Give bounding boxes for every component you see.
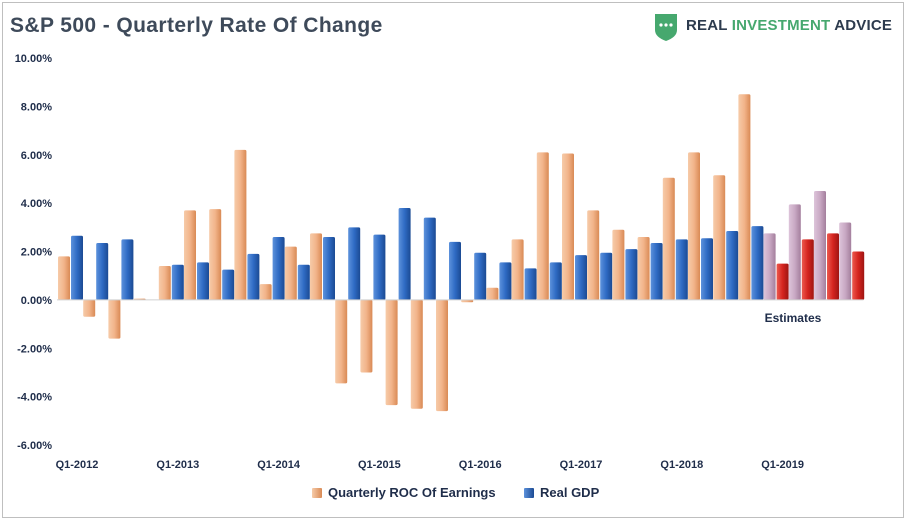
bar-gdp [474, 252, 487, 300]
bar-gdp [625, 249, 638, 300]
bar-earnings [335, 299, 348, 384]
bar-earnings [486, 287, 499, 300]
bar-gdp [524, 268, 537, 300]
bar-gdp [272, 236, 285, 300]
bar-gdp [575, 255, 587, 300]
bar-earnings [108, 299, 121, 339]
bar-gdp [827, 233, 839, 300]
shield-logo-icon [655, 14, 677, 41]
bar-gdp [171, 264, 184, 300]
legend: Quarterly ROC Of Earnings Real GDP [0, 485, 910, 505]
bar-gdp [121, 239, 134, 300]
y-tick-label: 2.00% [21, 247, 52, 259]
brand-logo: REAL INVESTMENT ADVICE [652, 12, 897, 42]
bar-gdp [222, 269, 235, 300]
bar-gdp [726, 230, 739, 300]
x-tick-label: Q1-2012 [56, 459, 99, 471]
bar-earnings [436, 299, 448, 412]
bar-earnings [310, 233, 322, 300]
bar-gdp [499, 262, 512, 300]
bar-earnings [562, 153, 574, 300]
y-tick-label: 0.00% [21, 295, 52, 307]
bar-earnings [284, 246, 297, 300]
bar-gdp [801, 239, 814, 300]
bar-earnings [184, 210, 196, 300]
bar-gdp [373, 234, 386, 300]
bar-gdp [600, 252, 613, 300]
y-tick-label: -6.00% [17, 440, 52, 452]
bar-gdp [852, 251, 865, 300]
y-tick-label: -4.00% [17, 392, 52, 404]
bar-gdp [247, 253, 260, 300]
brand-name: REAL INVESTMENT ADVICE [686, 17, 892, 34]
bar-gdp [71, 235, 83, 300]
bar-earnings [158, 266, 171, 300]
x-tick-label: Q1-2016 [459, 459, 502, 471]
bar-gdp [751, 226, 764, 300]
x-tick-label: Q1-2015 [358, 459, 401, 471]
bar-gdp [650, 243, 663, 300]
bar-gdp [348, 227, 361, 300]
bar-earnings [738, 94, 751, 300]
bar-earnings [385, 299, 398, 406]
brand-name-part3: ADVICE [830, 17, 893, 34]
bar-gdp [197, 262, 209, 300]
bar-earnings [662, 177, 675, 300]
bar-gdp [675, 239, 688, 300]
y-axis: -6.00% -4.00% -2.00% 0.00% 2.00% 4.00% 6.00% 8.… [15, 53, 53, 452]
bar-earnings [259, 284, 272, 300]
y-tick-label: 4.00% [21, 198, 52, 210]
bar-gdp [776, 263, 789, 300]
bar-earnings [612, 229, 625, 300]
bar-earnings [58, 256, 70, 300]
bar-earnings [713, 175, 726, 300]
legend-label-gdp: Real GDP [540, 485, 600, 500]
legend-swatch-gdp [524, 487, 534, 498]
estimates-annotation: Estimates [765, 311, 822, 325]
bar-earnings [410, 299, 423, 409]
bar-earnings [360, 299, 373, 373]
bar-earnings [637, 236, 650, 300]
bar-earnings [461, 299, 474, 303]
legend-label-earnings: Quarterly ROC Of Earnings [328, 485, 496, 500]
x-tick-label: Q1-2014 [257, 459, 301, 471]
bar-earnings [839, 222, 852, 300]
bar-series [58, 94, 865, 412]
x-tick-label: Q1-2019 [761, 459, 804, 471]
bar-gdp [423, 217, 436, 300]
bar-chart: -6.00% -4.00% -2.00% 0.00% 2.00% 4.00% 6.00% 8.… [15, 53, 865, 471]
legend-item-gdp: Real GDP [524, 485, 599, 500]
x-tick-label: Q1-2017 [560, 459, 603, 471]
bar-earnings [536, 152, 549, 300]
y-tick-label: 10.00% [15, 53, 53, 65]
y-tick-label: 6.00% [21, 150, 52, 162]
bar-earnings [788, 204, 801, 300]
x-axis: Q1-2012 Q1-2013 Q1-2014 Q1-2015 Q1-2016 Q1-20… [56, 459, 804, 471]
brand-name-part2: INVESTMENT [731, 17, 831, 34]
bar-earnings [209, 209, 222, 300]
bar-earnings [688, 152, 700, 300]
bar-gdp [398, 207, 411, 300]
y-tick-label: -2.00% [17, 343, 52, 355]
x-tick-label: Q1-2013 [156, 459, 199, 471]
bar-gdp [701, 238, 713, 300]
bar-earnings [763, 233, 776, 300]
legend-item-earnings: Quarterly ROC Of Earnings [312, 485, 496, 500]
chart-title: S&P 500 - Quarterly Rate Of Change [10, 14, 383, 37]
brand-name-part1: REAL [686, 17, 732, 34]
bar-earnings [814, 191, 826, 300]
bar-earnings [234, 149, 247, 300]
bar-earnings [511, 239, 524, 300]
bar-gdp [323, 236, 335, 300]
bar-gdp [96, 243, 109, 300]
bar-gdp [549, 262, 562, 300]
bar-gdp [449, 241, 461, 300]
legend-swatch-earnings [312, 487, 322, 498]
bar-earnings [587, 210, 600, 300]
x-tick-label: Q1-2018 [660, 459, 703, 471]
bar-gdp [297, 264, 310, 300]
bar-earnings [83, 299, 96, 317]
y-tick-label: 8.00% [21, 101, 52, 113]
